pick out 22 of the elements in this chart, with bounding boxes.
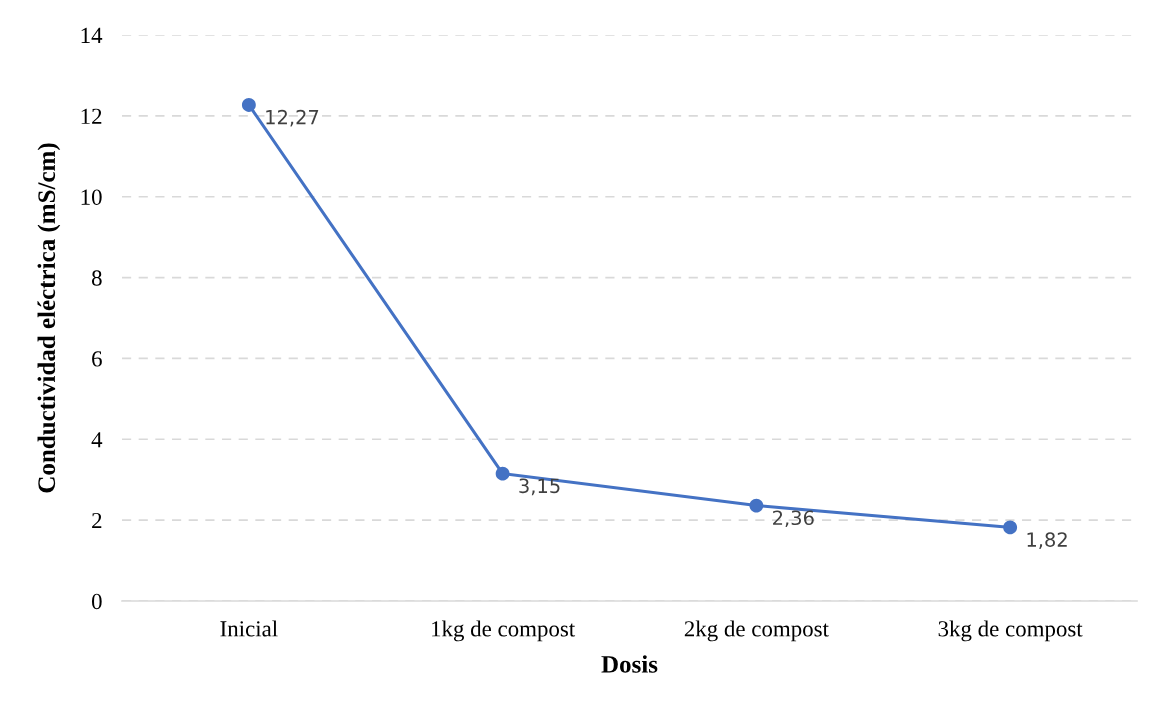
y-tick-label: 6 (92, 351, 102, 367)
data-label: 2,36 (773, 510, 814, 528)
y-tick-label: 12 (81, 108, 102, 124)
point (241, 98, 256, 112)
x-tick-label: 1kg de compost (432, 620, 576, 642)
point (495, 466, 510, 481)
y-tick-label: 4 (91, 432, 103, 448)
x-axis-title: Dosis (601, 655, 658, 673)
y-tick-label: 2 (92, 512, 102, 529)
data-label: 3,15 (519, 478, 560, 496)
y-axis-title: Conductividad eléctrica (mS/cm) (37, 143, 61, 493)
x-tick-label: 3kg de compost (938, 620, 1083, 642)
y-tick-label: 14 (81, 27, 103, 43)
data-label: 12,27 (266, 109, 319, 127)
y-tick-label: 10 (81, 189, 102, 205)
point (749, 498, 764, 513)
y-tick-label: 0 (91, 593, 102, 610)
x-tick-label: 2kg de compost (684, 620, 829, 642)
point (1003, 520, 1018, 535)
y-tick-label: 8 (91, 270, 102, 286)
data-label: 1,82 (1027, 532, 1067, 549)
x-tick-label: Inicial (220, 620, 278, 637)
